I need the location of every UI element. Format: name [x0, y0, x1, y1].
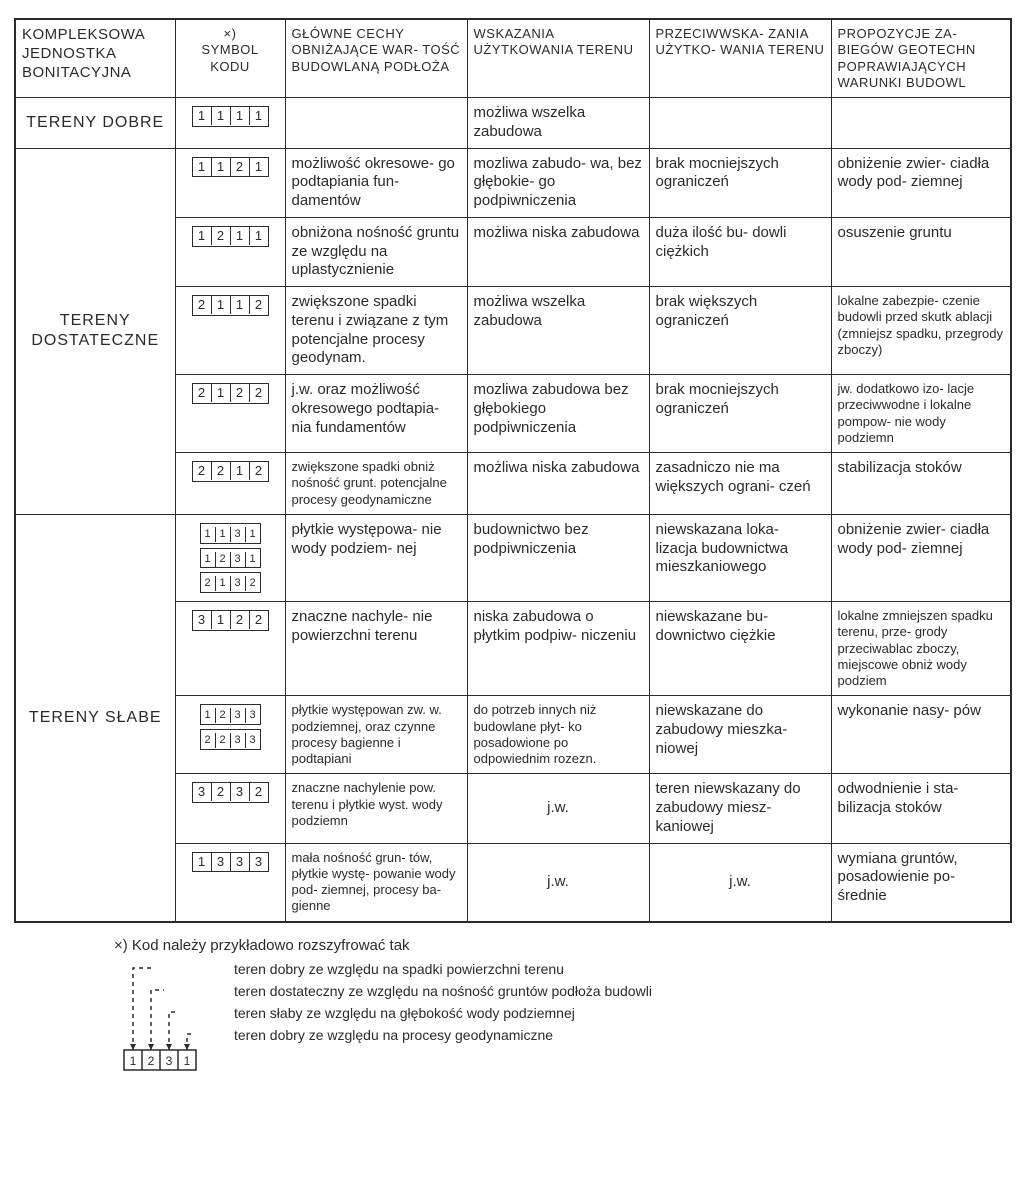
code-box: 2233 [200, 729, 261, 750]
cell: obniżona nośność gruntu ze względu na up… [285, 217, 467, 286]
legend-line: teren dobry ze względu na procesy geodyn… [234, 1024, 652, 1046]
cell: możliwa niska zabudowa [467, 453, 649, 515]
cell: do potrzeb innych niż budowlane płyt- ko… [467, 696, 649, 774]
cell: płytkie występowa- nie wody podziem- nej [285, 514, 467, 601]
cat-dostateczne: TERENY DOSTATECZNE [15, 148, 175, 514]
cell: j.w. [467, 843, 649, 922]
legend-code-d1: 1 [130, 1054, 137, 1068]
code-cell: 1233 2233 [175, 696, 285, 774]
cell: możliwa wszelka zabudowa [467, 287, 649, 375]
cell [649, 98, 831, 149]
cell: mozliwa zabudo- wa, bez głębokie- go pod… [467, 148, 649, 217]
cell: mała nośność grun- tów, płytkie wystę- p… [285, 843, 467, 922]
table-header-row: KOMPLEKSOWA JEDNOSTKA BONITACYJNA ×) SYM… [15, 19, 1011, 98]
code-cell: 1333 [175, 843, 285, 922]
cell: niewskazana loka- lizacja budownictwa mi… [649, 514, 831, 601]
cell: możliwa niska zabudowa [467, 217, 649, 286]
cell: brak mocniejszych ograniczeń [649, 148, 831, 217]
cell [831, 98, 1011, 149]
cell: jw. dodatkowo izo- lacje przeciwwodne i … [831, 375, 1011, 453]
cell: wymiana gruntów, posadowienie po- średni… [831, 843, 1011, 922]
cell: osuszenie gruntu [831, 217, 1011, 286]
cell: niska zabudowa o płytkim podpiw- niczeni… [467, 602, 649, 696]
code-cell: 3122 [175, 602, 285, 696]
code-cell: 2212 [175, 453, 285, 515]
legend-code-d2: 2 [148, 1054, 155, 1068]
main-table: KOMPLEKSOWA JEDNOSTKA BONITACYJNA ×) SYM… [14, 18, 1012, 923]
cell: lokalne zmniejszen spadku terenu, prze- … [831, 602, 1011, 696]
code-cell: 2112 [175, 287, 285, 375]
cell: j.w. [649, 843, 831, 922]
code-cell: 1121 [175, 148, 285, 217]
legend-code-d4: 1 [184, 1054, 191, 1068]
cell: obniżenie zwier- ciadła wody pod- ziemne… [831, 514, 1011, 601]
header-wskazania: WSKAZANIA UŻYTKOWANIA TERENU [467, 19, 649, 98]
legend-line: teren słaby ze względu na głębokość wody… [234, 1002, 652, 1024]
cell: mozliwa zabudowa bez głębokiego podpiwni… [467, 375, 649, 453]
cell: możliwość okresowe- go podtapiania fun- … [285, 148, 467, 217]
table-row: TERENY SŁABE 1131 1231 2132 płytkie wyst… [15, 514, 1011, 601]
header-propozycje: PROPOZYCJE ZA- BIEGÓW GEOTECHN POPRAWIAJ… [831, 19, 1011, 98]
code-box: 2112 [192, 295, 269, 316]
cell: budownictwo bez podpiwniczenia [467, 514, 649, 601]
table-row: TERENY DOBRE 1111 możliwa wszelka zabudo… [15, 98, 1011, 149]
code-cell: 1111 [175, 98, 285, 149]
legend-line: teren dostateczny ze względu na nośność … [234, 980, 652, 1002]
code-cell: 1211 [175, 217, 285, 286]
cell: znaczne nachylenie pow. terenu i płytkie… [285, 774, 467, 843]
legend-code-d3: 3 [166, 1054, 173, 1068]
cell: odwodnienie i sta- bilizacja stoków [831, 774, 1011, 843]
header-symbol: ×) SYMBOL KODU [175, 19, 285, 98]
cell: brak mocniejszych ograniczeń [649, 375, 831, 453]
footnote: ×) Kod należy przykładowo rozszyfrować t… [114, 937, 1010, 1078]
cell: stabilizacja stoków [831, 453, 1011, 515]
code-box: 3122 [192, 610, 269, 631]
header-przeciw: PRZECIWWSKA- ZANIA UŻYTKO- WANIA TERENU [649, 19, 831, 98]
legend-block: 1 2 3 1 teren dobry ze względu na spadki… [114, 958, 1010, 1078]
cell: niewskazane bu- downictwo ciężkie [649, 602, 831, 696]
code-cell: 3232 [175, 774, 285, 843]
code-cell: 2122 [175, 375, 285, 453]
cell: obniżenie zwier- ciadła wody pod- ziemne… [831, 148, 1011, 217]
code-box: 1111 [192, 106, 269, 127]
code-box: 2212 [192, 461, 269, 482]
cell: wykonanie nasy- pów [831, 696, 1011, 774]
cell: j.w. oraz możliwość okresowego podtapia-… [285, 375, 467, 453]
code-cell: 1131 1231 2132 [175, 514, 285, 601]
legend-lines: teren dobry ze względu na spadki powierz… [234, 958, 652, 1046]
table-row: TERENY DOSTATECZNE 1121 możliwość okreso… [15, 148, 1011, 217]
cell: brak większych ograniczeń [649, 287, 831, 375]
cell: zasadniczo nie ma większych ograni- czeń [649, 453, 831, 515]
cell: teren niewskazany do zabudowy miesz- kan… [649, 774, 831, 843]
cell: zwiększone spadki terenu i związane z ty… [285, 287, 467, 375]
header-symbol-label: SYMBOL KODU [182, 42, 279, 75]
code-box: 2132 [200, 572, 261, 593]
code-box: 3232 [192, 782, 269, 803]
cell: j.w. [467, 774, 649, 843]
cell: możliwa wszelka zabudowa [467, 98, 649, 149]
footnote-intro: ×) Kod należy przykładowo rozszyfrować t… [114, 937, 1010, 954]
code-box: 2122 [192, 383, 269, 404]
cell: duża ilość bu- dowli ciężkich [649, 217, 831, 286]
cell: znaczne nachyle- nie powierzchni terenu [285, 602, 467, 696]
cell: płytkie występowan zw. w. podziemnej, or… [285, 696, 467, 774]
header-symbol-mark: ×) [182, 26, 279, 42]
code-box: 1131 [200, 523, 261, 544]
cell: niewskazane do zabudowy mieszka- niowej [649, 696, 831, 774]
code-box: 1121 [192, 157, 269, 178]
cat-slabe: TERENY SŁABE [15, 514, 175, 921]
legend-line: teren dobry ze względu na spadki powierz… [234, 958, 652, 980]
code-box: 1231 [200, 548, 261, 569]
cell [285, 98, 467, 149]
cat-dobre: TERENY DOBRE [15, 98, 175, 149]
code-box: 1211 [192, 226, 269, 247]
code-box: 1233 [200, 704, 261, 725]
code-box: 1333 [192, 852, 269, 873]
header-cechy: GŁÓWNE CECHY OBNIŻAJĄCE WAR- TOŚĆ BUDOWL… [285, 19, 467, 98]
cell: zwiększone spadki obniż nośność grunt. p… [285, 453, 467, 515]
header-jednostka: KOMPLEKSOWA JEDNOSTKA BONITACYJNA [15, 19, 175, 98]
cell: lokalne zabezpie- czenie budowli przed s… [831, 287, 1011, 375]
